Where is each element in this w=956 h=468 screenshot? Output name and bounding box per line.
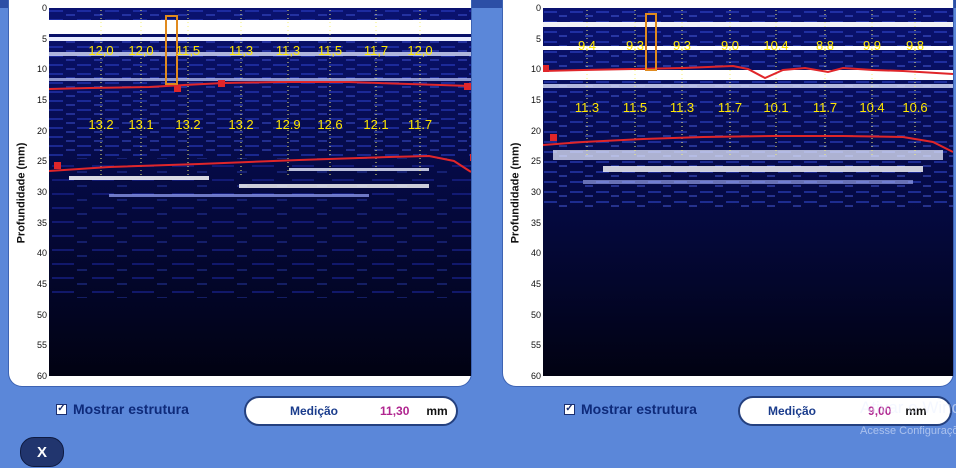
y-tick-label: 35 <box>530 217 541 228</box>
thickness-value-label: 12.1 <box>363 117 388 132</box>
right-checkbox-label: Mostrar estrutura <box>581 401 697 417</box>
y-tick-label: 45 <box>36 279 47 289</box>
y-tick-label: 5 <box>41 33 47 44</box>
boundary-marker <box>218 80 225 87</box>
thickness-value-label: 11.3 <box>575 100 599 115</box>
right-checkbox-box[interactable]: ✓ <box>564 403 575 415</box>
boundary-marker <box>470 154 471 161</box>
close-button[interactable]: X <box>20 437 64 467</box>
y-tick-label: 60 <box>36 371 47 381</box>
left-ultrasound-panel: Profundidade (mm) 0 5 10 15 20 25 30 35 40 45 50 55… <box>8 0 472 387</box>
thickness-value-label: 11.7 <box>408 117 432 132</box>
y-tick-label: 30 <box>36 187 47 197</box>
thickness-value-label: 11.7 <box>813 100 837 115</box>
y-tick-label: 35 <box>36 217 47 228</box>
y-tick-label: 20 <box>530 125 541 136</box>
thickness-value-label: 9.0 <box>721 38 739 53</box>
right-measure-value: 9,00 <box>868 404 892 418</box>
left-measurement-field: Medição 11,30 mm <box>244 396 458 426</box>
y-tick-label: 5 <box>535 33 541 44</box>
y-tick-label: 10 <box>530 64 541 75</box>
thickness-value-label: 12,0 <box>128 43 153 58</box>
y-tick-label: 10 <box>36 64 47 75</box>
selection-box <box>165 15 178 85</box>
y-tick-label: 55 <box>36 340 47 351</box>
y-tick-label: 40 <box>530 248 541 259</box>
windows-activation-watermark-title: Ativar o Windows <box>860 398 956 417</box>
thickness-value-label: 8.8 <box>816 38 834 53</box>
thickness-value-label: 13.1 <box>128 117 153 132</box>
thickness-value-label: 9.4 <box>578 38 596 53</box>
left-measure-label: Medição <box>290 404 339 418</box>
y-tick-label: 20 <box>36 125 47 136</box>
boundary-marker <box>550 134 557 141</box>
right-measurement-field: Medição 9,00 mm <box>738 396 952 426</box>
thickness-value-label: 11.7 <box>718 100 742 115</box>
close-button-label: X <box>36 443 47 461</box>
thickness-value-label: 9.9 <box>863 38 881 53</box>
left-show-structure-checkbox[interactable]: ✓ Mostrar estrutura <box>56 401 189 417</box>
y-tick-label: 25 <box>36 156 47 167</box>
thickness-value-label: 12,0 <box>88 43 113 58</box>
boundary-marker <box>543 65 549 72</box>
thickness-value-label: 11,3 <box>276 43 300 58</box>
thickness-value-label: 10.6 <box>902 100 927 115</box>
thickness-value-label: 11,5 <box>176 43 200 58</box>
y-tick-label: 50 <box>36 309 47 320</box>
right-show-structure-checkbox[interactable]: ✓ Mostrar estrutura <box>564 401 697 417</box>
y-tick-label: 25 <box>530 156 541 167</box>
left-checkbox-label: Mostrar estrutura <box>73 401 189 417</box>
left-y-axis-label: Profundidade (mm) <box>15 142 27 244</box>
right-y-axis-ticks: 0 5 10 15 20 25 30 35 40 45 50 55 60 <box>525 0 543 381</box>
top-band <box>0 0 956 8</box>
thickness-value-label: 11,7 <box>364 43 388 58</box>
y-tick-label: 50 <box>530 309 541 320</box>
right-scan-image[interactable]: 9.4 9.3 9.3 9.0 10.4 8.8 9.9 9.8 11.3 11.5 11.3 11.… <box>543 8 953 376</box>
thickness-value-label: 11,5 <box>318 43 342 58</box>
boundary-marker <box>464 83 471 90</box>
thickness-value-label: 11.5 <box>623 100 647 115</box>
thickness-value-label: 9.3 <box>673 38 691 53</box>
right-ultrasound-panel: Profundidade (mm) 0 5 10 15 20 25 30 35 40 45 50 55… <box>502 0 954 387</box>
left-measure-unit: mm <box>426 404 448 418</box>
thickness-value-label: 9.3 <box>626 38 644 53</box>
thickness-value-label: 12.6 <box>317 117 342 132</box>
y-tick-label: 0 <box>41 3 47 13</box>
y-tick-label: 15 <box>36 95 47 105</box>
left-checkbox-box[interactable]: ✓ <box>56 403 67 415</box>
right-measure-unit: mm <box>905 404 927 418</box>
thickness-value-label: 11,3 <box>229 43 253 58</box>
windows-activation-watermark-subtitle: Acesse Configurações <box>860 425 956 437</box>
y-tick-label: 40 <box>36 248 47 259</box>
thickness-value-label: 10.1 <box>763 100 788 115</box>
thickness-value-label: 13.2 <box>88 117 113 132</box>
y-tick-label: 30 <box>530 187 541 197</box>
thickness-value-label: 9.8 <box>906 38 924 53</box>
y-tick-label: 60 <box>530 371 541 381</box>
thickness-value-label: 10.4 <box>763 38 788 53</box>
thickness-value-label: 13.2 <box>175 117 200 132</box>
left-measure-value: 11,30 <box>380 404 410 418</box>
right-y-axis-label: Profundidade (mm) <box>509 142 521 244</box>
y-tick-label: 0 <box>535 3 541 13</box>
right-measure-label: Medição <box>768 404 817 418</box>
boundary-marker <box>174 85 181 92</box>
thickness-value-label: 13.2 <box>228 117 253 132</box>
boundary-curve <box>543 135 953 153</box>
y-tick-label: 55 <box>530 340 541 351</box>
boundary-marker <box>54 162 61 169</box>
thickness-value-label: 12.9 <box>275 117 300 132</box>
left-y-axis-ticks: 0 5 10 15 20 25 30 35 40 45 50 55 60 <box>31 0 49 381</box>
y-tick-label: 15 <box>530 95 541 105</box>
selection-box <box>645 13 657 71</box>
boundary-curve <box>49 154 471 173</box>
boundary-curve <box>543 64 953 80</box>
thickness-value-label: 10.4 <box>859 100 884 115</box>
y-tick-label: 45 <box>530 279 541 289</box>
left-scan-image[interactable]: 12,0 12,0 11,5 11,3 11,3 11,5 11,7 12,0 13.2 13.1… <box>49 8 471 376</box>
thickness-value-label: 12,0 <box>407 43 432 58</box>
thickness-value-label: 11.3 <box>670 100 694 115</box>
